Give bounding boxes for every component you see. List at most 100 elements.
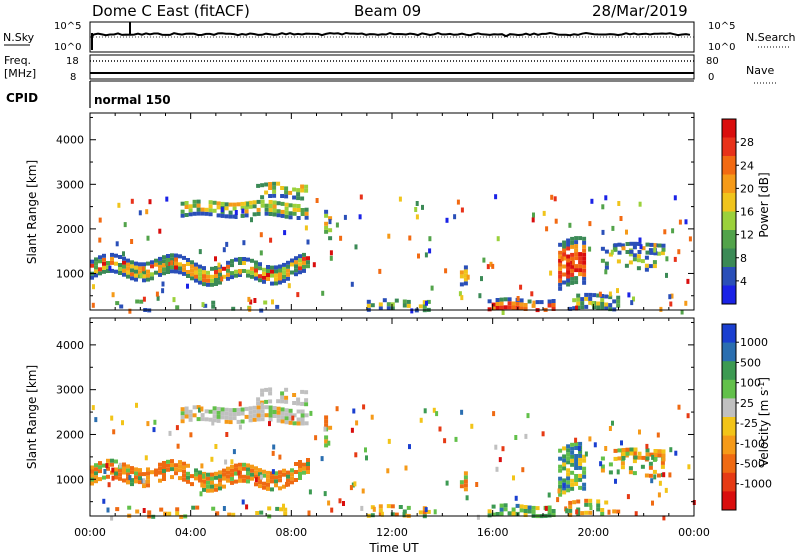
range-gate-cell	[292, 195, 297, 200]
range-gate-cell	[562, 280, 567, 285]
range-gate-cell	[198, 280, 202, 285]
range-gate-cell	[531, 505, 536, 510]
range-gate-cell	[126, 274, 130, 279]
range-gate-cell	[324, 221, 329, 226]
range-gate-cell	[387, 233, 391, 239]
range-gate-cell	[238, 424, 242, 430]
range-gate-cell	[566, 242, 571, 247]
range-gate-cell	[246, 475, 250, 480]
range-gate-cell	[296, 401, 301, 406]
range-gate-cell	[210, 278, 214, 283]
range-gate-cell	[284, 412, 289, 417]
range-gate-cell	[659, 306, 663, 312]
range-gate-cell	[558, 242, 563, 247]
range-gate-cell	[110, 458, 114, 463]
range-gate-cell	[398, 505, 403, 509]
range-gate-cell	[194, 270, 198, 275]
range-gate-cell	[599, 461, 603, 467]
y-tick-label: 3000	[56, 384, 84, 397]
range-gate-cell	[158, 256, 162, 261]
range-gate-cell	[636, 266, 641, 271]
range-gate-cell	[530, 291, 534, 297]
range-gate-cell	[214, 475, 218, 480]
range-gate-cell	[162, 477, 166, 481]
range-gate-cell	[547, 299, 552, 304]
range-gate-cell	[119, 304, 124, 309]
range-gate-cell	[220, 201, 225, 206]
range-gate-cell	[260, 388, 265, 393]
range-gate-cell	[184, 205, 189, 209]
range-gate-cell	[110, 268, 114, 273]
range-gate-cell	[161, 288, 165, 294]
range-gate-cell	[566, 254, 571, 259]
range-gate-cell	[162, 465, 166, 469]
range-gate-cell	[254, 260, 258, 265]
range-gate-cell	[192, 405, 197, 410]
range-gate-cell	[274, 277, 278, 282]
range-gate-cell	[146, 467, 150, 472]
range-gate-cell	[496, 236, 500, 242]
range-gate-cell	[142, 278, 146, 283]
range-gate-cell	[394, 298, 399, 303]
range-gate-cell	[92, 284, 95, 290]
range-gate-cell	[328, 236, 333, 241]
range-gate-cell	[153, 419, 157, 425]
range-gate-cell	[200, 463, 204, 469]
range-gate-cell	[298, 266, 302, 271]
range-gate-cell	[214, 444, 218, 449]
range-gate-cell	[262, 279, 266, 284]
range-gate-cell	[620, 440, 623, 446]
colorbar-swatch	[722, 267, 736, 286]
range-gate-cell	[482, 257, 486, 263]
colorbar-swatch	[722, 398, 736, 418]
range-gate-cell	[302, 252, 306, 257]
range-gate-cell	[621, 448, 626, 452]
range-gate-cell	[186, 262, 190, 266]
range-gate-cell	[686, 413, 690, 419]
range-gate-cell	[304, 390, 309, 395]
range-gate-cell	[637, 451, 642, 456]
range-gate-cell	[288, 215, 293, 220]
range-gate-cell	[276, 201, 281, 206]
power-ylabel: Slant Range [km]	[25, 160, 39, 264]
nave-label: Nave	[746, 64, 774, 77]
range-gate-cell	[350, 281, 354, 287]
range-gate-cell	[121, 420, 124, 426]
range-gate-cell	[378, 504, 383, 509]
range-gate-cell	[566, 274, 571, 279]
range-gate-cell	[206, 476, 210, 481]
range-gate-cell	[262, 275, 266, 280]
range-gate-cell	[230, 459, 234, 465]
range-gate-cell	[210, 484, 214, 489]
range-gate-cell	[575, 305, 578, 311]
range-gate-cell	[596, 293, 601, 298]
range-gate-cell	[278, 486, 282, 491]
range-gate-cell	[264, 387, 269, 392]
range-gate-cell	[224, 407, 229, 412]
range-gate-cell	[283, 230, 287, 236]
range-gate-cell	[580, 297, 585, 302]
range-gate-cell	[547, 303, 552, 308]
range-gate-cell	[226, 466, 230, 471]
range-gate-cell	[501, 310, 505, 315]
range-gate-cell	[566, 282, 571, 287]
range-gate-cell	[212, 414, 217, 419]
range-gate-cell	[182, 477, 186, 482]
range-gate-cell	[568, 222, 572, 228]
range-gate-cell	[582, 264, 587, 269]
range-gate-cell	[226, 478, 230, 483]
range-gate-cell	[562, 264, 567, 269]
range-gate-cell	[94, 273, 98, 278]
cpid-row: CPID normal 150	[6, 80, 694, 108]
range-gate-cell	[612, 307, 617, 312]
range-gate-cell	[302, 260, 306, 265]
range-gate-cell	[574, 256, 579, 261]
range-gate-cell	[230, 271, 234, 276]
range-gate-cell	[507, 301, 512, 306]
range-gate-cell	[653, 474, 657, 480]
range-gate-cell	[234, 471, 238, 476]
range-gate-cell	[260, 402, 264, 408]
range-gate-cell	[146, 471, 150, 476]
range-gate-cell	[309, 410, 313, 416]
